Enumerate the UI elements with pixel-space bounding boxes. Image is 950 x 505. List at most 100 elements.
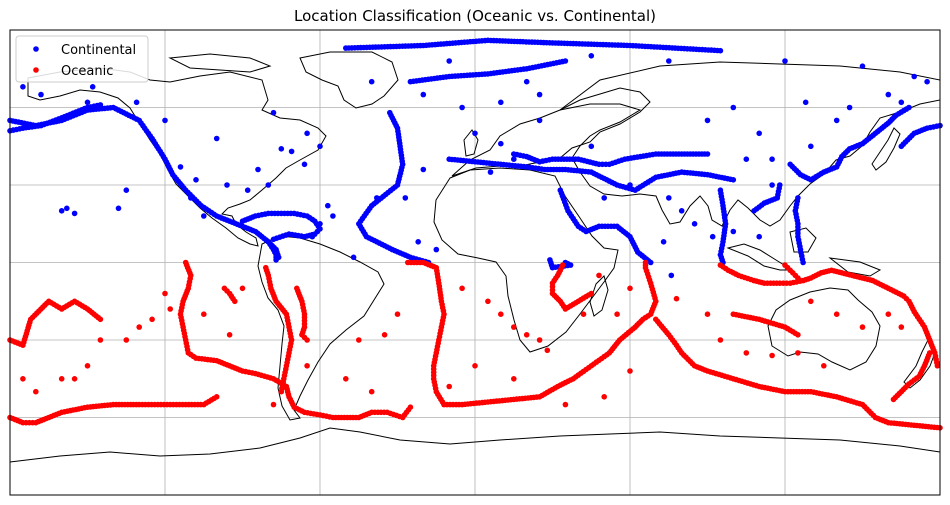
legend[interactable]: Continental Oceanic [15, 35, 149, 83]
scatter-point-oceanic [833, 311, 840, 318]
scatter-point-continental [133, 99, 140, 106]
scatter-point-continental [201, 213, 207, 219]
scatter-point-continental [71, 210, 78, 217]
uk-outline [463, 129, 479, 157]
scatter-point-continental [730, 177, 737, 183]
scatter-point-continental [802, 99, 809, 106]
scatter-point-continental [374, 195, 380, 201]
scatter-point-oceanic [356, 337, 362, 343]
legend-label-continental: Continental [61, 43, 136, 58]
scatter-point-oceanic [588, 290, 595, 297]
scatter-point-continental [647, 259, 654, 266]
scatter-point-continental [224, 182, 230, 188]
scatter-point-continental [588, 53, 595, 59]
scatter-point-oceanic [898, 324, 905, 330]
scatter-point-oceanic [485, 298, 491, 305]
legend-marker-oceanic [33, 67, 39, 73]
legend-label-oceanic: Oceanic [61, 64, 113, 79]
scatter-point-continental [547, 257, 553, 263]
scatter-point-oceanic [20, 376, 26, 382]
scatter-point-continental [193, 177, 199, 183]
scatter-point-oceanic [459, 285, 465, 292]
scatter-point-oceanic [368, 388, 375, 395]
scatter-point-oceanic [859, 324, 866, 330]
scatter-point-oceanic [304, 363, 310, 369]
scatter-point-oceanic [544, 347, 551, 354]
scatter-point-continental [536, 117, 543, 124]
scatter-point-continental [273, 257, 279, 263]
scatter-point-continental [244, 187, 251, 193]
scatter-point-continental [58, 208, 65, 214]
scatter-point-oceanic [717, 337, 724, 343]
scatter-point-continental [265, 182, 272, 188]
scatter-point-continental [588, 143, 595, 150]
scatter-point-continental [177, 164, 184, 170]
scatter-point-continental [270, 109, 277, 116]
scatter-point-continental [924, 78, 930, 85]
scatter-point-continental [288, 148, 295, 155]
scatter-point-oceanic [642, 259, 649, 266]
scatter-point-oceanic [562, 401, 569, 408]
legend-marker-continental [33, 46, 39, 52]
antarctica-outline [9, 427, 941, 463]
scatter-point-continental [123, 187, 130, 193]
scatter-point-oceanic [58, 376, 65, 382]
scatter-point-oceanic [627, 285, 633, 292]
scatter-point-oceanic [226, 332, 233, 338]
scatter-point-continental [304, 130, 310, 137]
scatter-point-continental [317, 221, 323, 227]
scatter-point-oceanic [343, 376, 349, 382]
scatter-point-continental [769, 182, 775, 188]
scatter-point-oceanic [123, 337, 130, 343]
scatter-point-continental [278, 146, 285, 152]
scatter-point-continental [420, 166, 427, 173]
scatter-point-continental [885, 91, 892, 98]
scatter-point-oceanic [821, 363, 827, 369]
scatter-point-oceanic [498, 311, 504, 318]
scatter-point-continental [562, 58, 569, 64]
scatter-point-continental [601, 195, 607, 201]
scatter-point-oceanic [511, 376, 517, 382]
japan-outline [871, 127, 901, 171]
scatter-point-oceanic [136, 324, 142, 330]
scatter-point-continental [162, 117, 168, 124]
scatter-point-continental [433, 246, 440, 253]
plot-frame [9, 29, 941, 496]
scatter-point-oceanic [511, 324, 517, 330]
scatter-point-continental [415, 239, 422, 245]
europe-outline [451, 87, 651, 177]
scatter-point-oceanic [97, 337, 104, 343]
scatter-point-continental [678, 208, 685, 214]
scatter-point-continental [213, 135, 220, 142]
scatter-point-continental [743, 156, 750, 162]
scatter-point-continental [717, 47, 724, 54]
scatter-point-continental [523, 78, 530, 85]
australia-outline [767, 287, 881, 371]
scatter-point-oceanic [614, 311, 620, 318]
new-guinea-outline [828, 257, 882, 277]
scatter-point-continental [317, 143, 323, 150]
scatter-point-continental [20, 84, 26, 90]
scatter-point-continental [666, 195, 672, 201]
scatter-point-continental [38, 91, 44, 98]
scatter-point-oceanic [270, 401, 277, 408]
scatter-point-continental [536, 91, 543, 98]
scatter-point-continental [906, 104, 912, 111]
scatter-point-oceanic [808, 298, 814, 305]
legend-box [15, 35, 149, 83]
scatter-point-oceanic [213, 394, 220, 400]
south-america-outline [257, 235, 385, 421]
scatter-point-oceanic [797, 277, 804, 284]
scatter-point-oceanic [627, 368, 633, 374]
scatter-point-continental [97, 102, 104, 108]
scatter-point-oceanic [673, 295, 680, 302]
scatter-point-continental [368, 78, 375, 85]
scatter-point-oceanic [232, 298, 238, 305]
scatter-point-continental [769, 156, 775, 162]
scatter-point-continental [330, 213, 336, 219]
scatter-point-continental [511, 156, 517, 162]
scatter-point-continental [459, 104, 465, 111]
scatter-point-oceanic [536, 337, 543, 343]
scatter-point-oceanic [934, 363, 941, 369]
scatter-point-oceanic [472, 363, 478, 369]
